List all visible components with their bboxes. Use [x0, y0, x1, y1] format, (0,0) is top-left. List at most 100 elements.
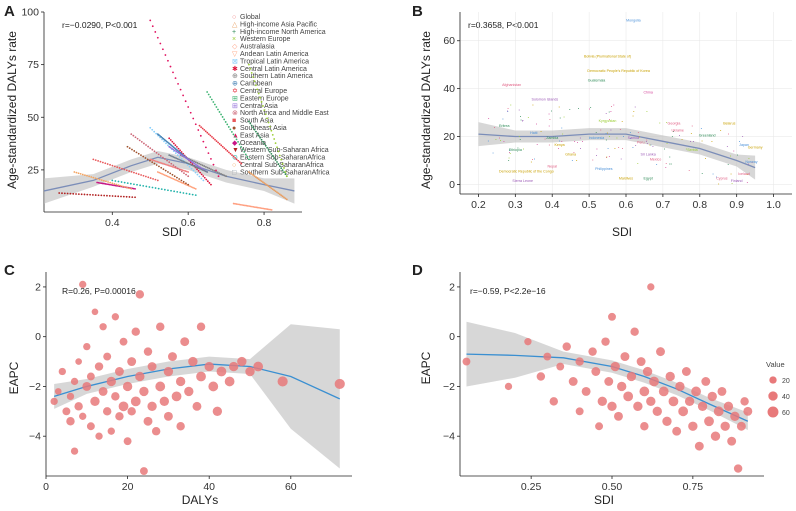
panel-a-point-southeast-asia — [126, 145, 129, 148]
panel-a-point-central-sub-saharanafrica — [107, 181, 109, 183]
panel-a-point-western-sub-saharan-africa — [77, 193, 80, 196]
panel-a-y-tick-label: 75 — [27, 59, 39, 71]
panel-c-point — [86, 422, 95, 431]
panel-b-country-label-minor: • — [580, 147, 581, 151]
panel-b-country-label-minor: • — [646, 138, 647, 142]
panel-a-point-andean-latin-america — [180, 181, 183, 184]
panel-b-x-tick-label: 0.9 — [729, 199, 744, 211]
panel-a-point-high-income-asia-pacific — [252, 174, 254, 176]
panel-b-country-label-minor: • — [610, 110, 611, 114]
panel-a-point-andean-latin-america — [161, 172, 163, 175]
panel-a-point-eastern-sub-saharanafrica — [151, 186, 154, 189]
panel-a-point-high-income-asia-pacific — [260, 180, 263, 183]
panel-a-point-central-europe — [237, 159, 240, 162]
panel-c-point — [131, 327, 140, 336]
panel-a-point-southeast-asia — [144, 157, 147, 159]
panel-a-point-eastern-sub-saharanafrica — [185, 192, 188, 195]
panel-c-point — [106, 376, 116, 387]
panel-a-point-east-asia — [182, 94, 185, 97]
panel-d-point — [688, 421, 698, 431]
panel-d-legend-label-60: 60 — [782, 410, 790, 417]
panel-b-country-label-minor: • — [534, 157, 535, 161]
panel-a-point-eastern-sub-saharanafrica — [114, 180, 117, 182]
panel-d-point — [626, 371, 637, 382]
panel-a-point-western-europe — [278, 154, 281, 157]
panel-a-point-southeast-asia — [185, 182, 187, 185]
panel-a-point-western-europe — [276, 146, 278, 149]
panel-a-point-tropical-latin-america — [176, 154, 179, 156]
panel-b-country-label-minor: • — [689, 169, 690, 173]
panel-a-point-north-africa-and-middle-east — [143, 142, 145, 145]
panel-d-point — [704, 416, 714, 427]
panel-a-point-north-africa-and-middle-east — [178, 169, 181, 171]
panel-b-country-label: China — [643, 90, 652, 94]
panel-a-point-western-sub-saharan-africa — [100, 194, 103, 197]
panel-a-point-south-asia — [149, 177, 152, 179]
panel-b-country-label-minor: • — [672, 135, 673, 139]
panel-a-point-western-sub-saharan-africa — [111, 195, 114, 197]
panel-a-point-east-asia — [207, 152, 210, 155]
panel-a-point-eastern-sub-saharanafrica — [160, 188, 163, 191]
panel-a-point-central-sub-saharanafrica — [94, 177, 97, 180]
panel-b-country-label: Greenland — [699, 134, 716, 138]
panel-b-country-label-minor: • — [549, 112, 550, 116]
panel-d-point — [504, 382, 513, 391]
legend-symbol-south-asia: ■ — [232, 118, 236, 125]
panel-a-point-southern-latin-america — [210, 168, 212, 171]
panel-a-point-oceania — [104, 183, 107, 185]
legend-symbol-high-income-asia-pacific: △ — [232, 21, 238, 28]
panel-c-point — [147, 401, 157, 412]
panel-a-point-australasia — [239, 203, 242, 206]
panel-a-point-central-sub-saharanafrica — [79, 172, 82, 175]
panel-a-point-high-income-north-america — [277, 163, 280, 165]
panel-d-point — [604, 377, 614, 386]
panel-a-point-western-sub-saharan-africa — [125, 195, 128, 198]
panel-a-point-southeast-asia — [173, 175, 176, 178]
panel-d-point — [730, 411, 740, 421]
panel-b-country-label-minor: • — [559, 139, 560, 143]
panel-a-point-western-sub-saharan-africa — [80, 193, 83, 196]
panel-b-y-tick-label: 0 — [449, 179, 455, 191]
panel-b-country-label-minor: • — [510, 152, 511, 156]
panel-a-point-high-income-asia-pacific — [284, 197, 287, 200]
panel-a-point-western-sub-saharan-africa — [83, 193, 86, 196]
panel-a-point-central-europe — [231, 154, 233, 157]
panel-a-point-southern-sub-saharanafrica — [190, 164, 193, 167]
panel-a-point-southeast-asia — [128, 147, 131, 150]
panel-d-legend-bubble-40 — [768, 391, 778, 401]
panel-a-point-central-europe — [204, 130, 207, 133]
panel-c-point — [168, 352, 177, 362]
panel-d-y-tick-label: 2 — [449, 281, 455, 293]
panel-a-point-central-asia — [193, 162, 196, 165]
panel-b-country-label-minor: • — [520, 137, 521, 141]
panel-a-point-central-latin-america — [199, 171, 202, 174]
panel-a-point-eastern-europe — [223, 118, 226, 121]
panel-a-point-southern-sub-saharanafrica — [171, 155, 173, 158]
panel-b-country-label-minor: • — [609, 110, 610, 114]
panel-a-point-high-income-asia-pacific — [247, 171, 250, 173]
panel-a-point-southern-sub-saharanafrica — [186, 162, 189, 165]
panel-a-point-southern-sub-saharanafrica — [168, 154, 171, 157]
legend-item-eastern-sub-saharanafrica: Eastern Sub-SaharanAfrica — [240, 155, 325, 162]
panel-a-point-andean-latin-america — [169, 176, 172, 179]
panel-a-point-central-sub-saharanafrica — [117, 184, 120, 186]
panel-a-point-south-asia — [142, 174, 145, 177]
panel-a-point-andean-latin-america — [162, 173, 165, 176]
panel-a-point-global — [161, 162, 164, 165]
panel-a-point-australasia — [246, 205, 249, 207]
panel-a-point-high-income-asia-pacific — [277, 192, 280, 195]
panel-a-point-southern-latin-america — [199, 163, 202, 166]
panel-a-point-central-sub-saharanafrica — [100, 179, 103, 182]
panel-a-point-western-sub-saharan-africa — [58, 192, 61, 194]
panel-a-point-high-income-north-america — [260, 138, 263, 141]
panel-a-point-high-income-asia-pacific — [276, 191, 278, 194]
panel-a-point-central-latin-america — [200, 173, 203, 176]
panel-d-point — [556, 362, 565, 371]
panel-a-point-north-africa-and-middle-east — [149, 147, 152, 150]
panel-c-point — [143, 347, 153, 356]
panel-a-point-global — [166, 164, 168, 166]
panel-d-point — [736, 421, 746, 431]
panel-a-point-western-europe — [247, 63, 250, 66]
panel-a-point-eastern-sub-saharanafrica — [157, 187, 160, 190]
panel-a-point-global — [184, 170, 187, 172]
